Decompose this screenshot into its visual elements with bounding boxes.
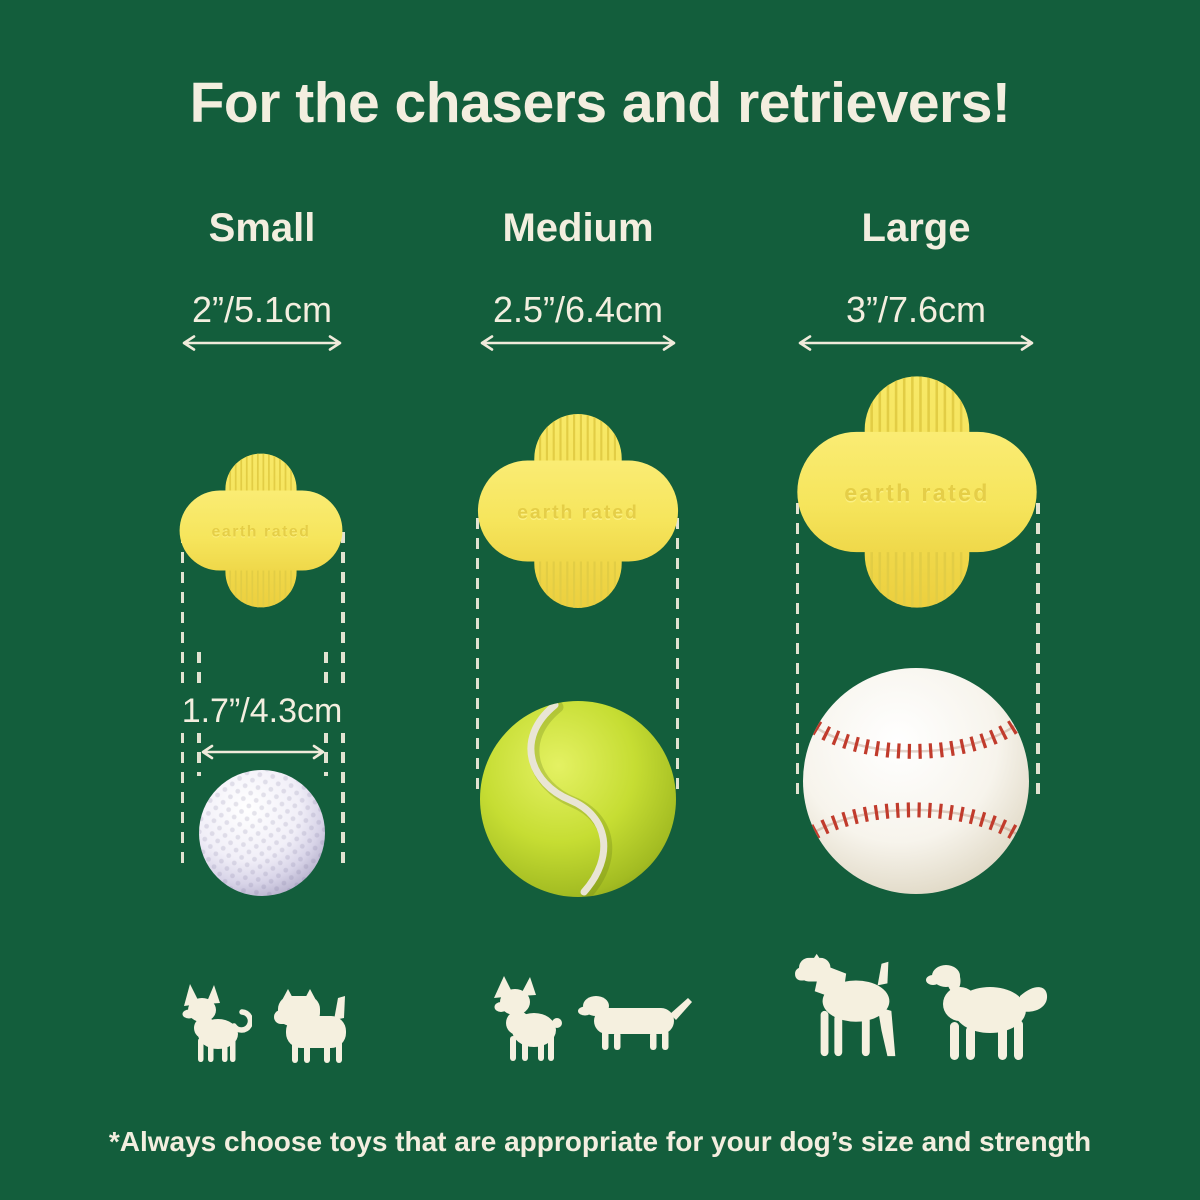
dog-silhouette-golden-retriever [926, 956, 1050, 1062]
toy-width-small: 2”/5.1cm [191, 289, 333, 330]
toy-brand-emboss-highlight: earth rated [844, 481, 990, 507]
size-label-small: Small [208, 206, 316, 250]
guide-dash-medium-left [475, 518, 479, 796]
dog-silhouette-chihuahua [180, 982, 252, 1064]
toy-width-medium: 2.5”/6.4cm [492, 289, 664, 330]
fetch-toy-large: earth rated earth rated [795, 374, 1039, 610]
tennis-ball [479, 700, 677, 898]
width-arrow-large [796, 334, 1036, 352]
size-label-large: Large [861, 206, 971, 250]
toy-brand-emboss: earth rated [517, 501, 639, 523]
baseball [801, 666, 1031, 896]
page-title: For the chasers and retrievers! [189, 71, 1011, 135]
toy-brand-emboss-highlight: earth rated [517, 503, 639, 525]
dog-silhouette-french-bulldog [492, 976, 570, 1062]
dog-silhouette-yorkshire-terrier [272, 988, 350, 1064]
golf-ball-width-arrow [200, 744, 326, 760]
golf-ball-width-label: 1.7”/4.3cm [170, 690, 354, 733]
toy-width-large: 3”/7.6cm [845, 289, 987, 330]
dog-silhouette-boxer [794, 950, 916, 1062]
guide-dash-large-left [795, 503, 799, 795]
fetch-toy-medium: earth rated earth rated [476, 412, 680, 610]
guide-dash-large-right [1036, 503, 1040, 795]
toy-brand-emboss: earth rated [211, 523, 310, 540]
width-arrow-small [180, 334, 344, 352]
toy-brand-emboss-highlight: earth rated [211, 525, 310, 542]
footnote: *Always choose toys that are appropriate… [108, 1126, 1092, 1157]
toy-brand-emboss: earth rated [844, 480, 990, 506]
width-arrow-medium [478, 334, 678, 352]
guide-dash-medium-right [675, 518, 679, 796]
size-label-medium: Medium [502, 206, 654, 250]
golf-ball [198, 769, 326, 897]
fetch-toy-small: earth rated earth rated [178, 452, 344, 609]
dog-silhouette-dachshund [578, 986, 698, 1060]
